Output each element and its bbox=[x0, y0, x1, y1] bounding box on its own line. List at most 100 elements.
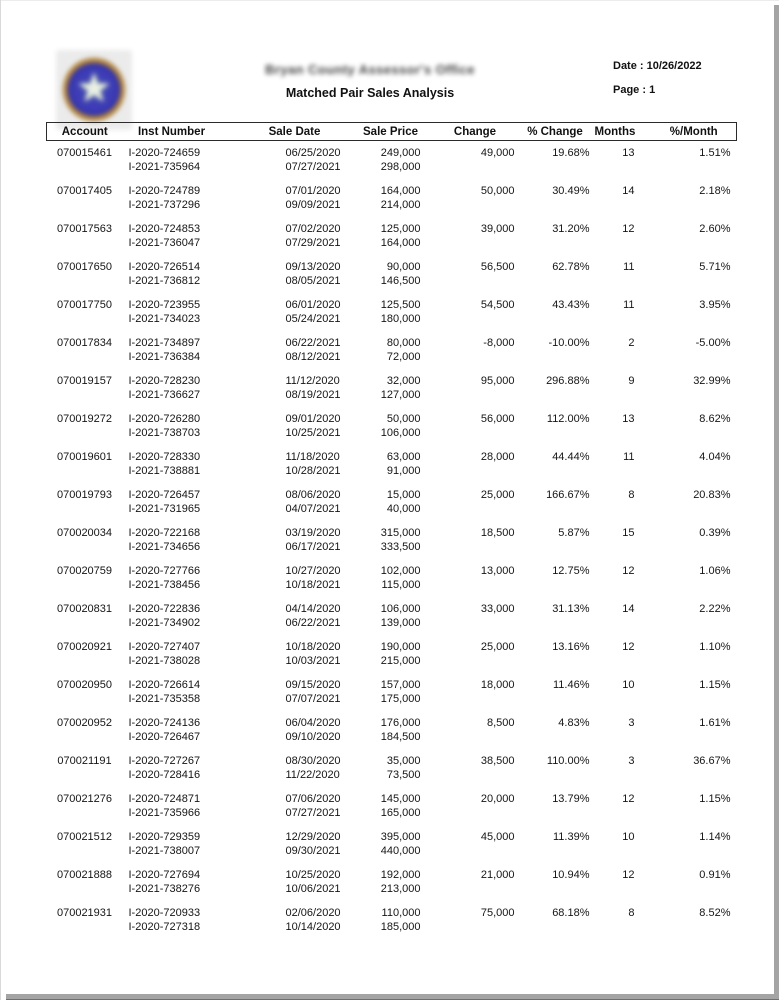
sale-price: 157,000 bbox=[380, 679, 421, 691]
cell-months-value: 10 bbox=[593, 678, 638, 716]
sale-date: 09/10/2020 bbox=[285, 731, 341, 743]
inst-number: I-2020-724136 bbox=[128, 717, 201, 729]
sale-date: 06/25/2020 bbox=[285, 147, 341, 159]
cell-account-number: 070020759 bbox=[47, 564, 123, 602]
inst-number: I-2020-720933 bbox=[128, 907, 201, 919]
cell-pct-change-value: 11.46% bbox=[518, 678, 593, 716]
cell-inst-number: I-2020-726457 I-2021-731965 bbox=[123, 488, 241, 526]
cell-inst-number: I-2020-728330 I-2021-738881 bbox=[123, 450, 241, 488]
sale-price: 215,000 bbox=[380, 655, 421, 667]
table-row: 070017834 I-2021-734897 I-2021-736384 06/22… bbox=[47, 336, 737, 374]
cell-pct-change-value: 43.43% bbox=[518, 298, 593, 336]
sale-date: 09/30/2021 bbox=[285, 845, 341, 857]
sale-date: 08/05/2021 bbox=[285, 275, 341, 287]
change-value: 54,500 bbox=[480, 299, 515, 311]
cell-sale-date: 09/15/2020 07/07/2021 bbox=[241, 678, 349, 716]
cell-pct-per-month-value: 1.15% bbox=[638, 678, 737, 716]
cell-sale-date: 06/01/2020 05/24/2021 bbox=[241, 298, 349, 336]
inst-number: I-2020-727694 bbox=[128, 869, 201, 881]
sale-price: 180,000 bbox=[380, 313, 421, 325]
inst-number: I-2020-727407 bbox=[128, 641, 201, 653]
inst-number: I-2021-738881 bbox=[128, 465, 201, 477]
cell-change-value: 39,000 bbox=[433, 222, 518, 260]
cell-months-value: 9 bbox=[593, 374, 638, 412]
account-number: 070017563 bbox=[56, 223, 113, 235]
table-row: 070020950 I-2020-726614 I-2021-735358 09/15… bbox=[47, 678, 737, 716]
cell-pct-per-month-value: 20.83% bbox=[638, 488, 737, 526]
account-number: 070017834 bbox=[56, 337, 113, 349]
sale-price: 164,000 bbox=[380, 185, 421, 197]
months-value: 12 bbox=[622, 565, 635, 577]
cell-pct-per-month-value: 5.71% bbox=[638, 260, 737, 298]
pct-change-value: 110.00% bbox=[546, 755, 590, 767]
cell-account-number: 070019157 bbox=[47, 374, 123, 412]
cell-change-value: 33,000 bbox=[433, 602, 518, 640]
sale-price: 164,000 bbox=[380, 237, 421, 249]
inst-number: I-2021-734656 bbox=[128, 541, 201, 553]
table-row: 070021276 I-2020-724871 I-2021-735966 07/06… bbox=[47, 792, 737, 830]
table-body: 070015461 I-2020-724659 I-2021-735964 06/25… bbox=[47, 141, 737, 945]
cell-inst-number: I-2020-726514 I-2021-736812 bbox=[123, 260, 241, 298]
inst-number: I-2020-726280 bbox=[128, 413, 201, 425]
cell-pct-per-month-value: 4.04% bbox=[638, 450, 737, 488]
pct-per-month-value: 32.99% bbox=[693, 375, 731, 387]
cell-account-number: 070021191 bbox=[47, 754, 123, 792]
cell-change-value: 45,000 bbox=[433, 830, 518, 868]
matched-pair-table: Account Inst Number Sale Date Sale Price Cha… bbox=[46, 122, 737, 944]
sale-date: 09/01/2020 bbox=[285, 413, 341, 425]
cell-sale-date: 04/14/2020 06/22/2021 bbox=[241, 602, 349, 640]
cell-change-value: 49,000 bbox=[433, 141, 518, 185]
pct-per-month-value: 8.62% bbox=[699, 413, 731, 425]
cell-account-number: 070020952 bbox=[47, 716, 123, 754]
page-edge-top bbox=[0, 0, 779, 1]
inst-number: I-2020-726457 bbox=[128, 489, 201, 501]
pct-change-value: 62.78% bbox=[552, 261, 590, 273]
report-title: Matched Pair Sales Analysis bbox=[285, 86, 455, 100]
cell-change-value: 18,000 bbox=[433, 678, 518, 716]
inst-number: I-2020-728230 bbox=[128, 375, 201, 387]
cell-pct-per-month-value: 1.61% bbox=[638, 716, 737, 754]
sale-price: 395,000 bbox=[380, 831, 421, 843]
change-value: 56,500 bbox=[480, 261, 515, 273]
change-value: 45,000 bbox=[480, 831, 515, 843]
sale-date: 10/25/2021 bbox=[285, 427, 341, 439]
sale-date: 03/19/2020 bbox=[285, 527, 341, 539]
pct-per-month-value: 1.51% bbox=[699, 147, 731, 159]
months-value: 13 bbox=[622, 413, 635, 425]
cell-change-value: 50,000 bbox=[433, 184, 518, 222]
account-number: 070017750 bbox=[56, 299, 113, 311]
sale-date: 10/28/2021 bbox=[285, 465, 341, 477]
account-number: 070021276 bbox=[56, 793, 113, 805]
cell-months-value: 8 bbox=[593, 488, 638, 526]
cell-account-number: 070021512 bbox=[47, 830, 123, 868]
cell-pct-per-month-value: 8.62% bbox=[638, 412, 737, 450]
cell-account-number: 070020921 bbox=[47, 640, 123, 678]
pct-per-month-value: 2.18% bbox=[699, 185, 731, 197]
cell-months-value: 11 bbox=[593, 298, 638, 336]
pct-change-value: 43.43% bbox=[552, 299, 590, 311]
inst-number: I-2020-727318 bbox=[128, 921, 201, 933]
change-value: 25,000 bbox=[480, 641, 515, 653]
cell-pct-change-value: 62.78% bbox=[518, 260, 593, 298]
cell-account-number: 070015461 bbox=[47, 141, 123, 185]
change-value: 38,500 bbox=[480, 755, 515, 767]
cell-inst-number: I-2020-724871 I-2021-735966 bbox=[123, 792, 241, 830]
sale-date: 10/06/2021 bbox=[285, 883, 341, 895]
cell-change-value: 56,000 bbox=[433, 412, 518, 450]
sale-date: 06/01/2020 bbox=[285, 299, 341, 311]
table-row: 070020034 I-2020-722168 I-2021-734656 03/19… bbox=[47, 526, 737, 564]
cell-sale-date: 06/25/2020 07/27/2021 bbox=[241, 141, 349, 185]
cell-change-value: 75,000 bbox=[433, 906, 518, 944]
cell-change-value: 95,000 bbox=[433, 374, 518, 412]
months-value: 11 bbox=[623, 451, 635, 463]
cell-pct-change-value: 19.68% bbox=[518, 141, 593, 185]
cell-pct-change-value: 110.00% bbox=[518, 754, 593, 792]
cell-sale-date: 09/13/2020 08/05/2021 bbox=[241, 260, 349, 298]
pct-per-month-value: 5.71% bbox=[699, 261, 731, 273]
change-value: 49,000 bbox=[480, 147, 515, 159]
pct-per-month-value: 1.06% bbox=[699, 565, 731, 577]
sale-date: 06/17/2021 bbox=[285, 541, 341, 553]
pct-per-month-value: 0.91% bbox=[699, 869, 731, 881]
cell-sale-price: 90,000 146,500 bbox=[349, 260, 433, 298]
sales-analysis-table: Account Inst Number Sale Date Sale Price Cha… bbox=[46, 122, 737, 944]
